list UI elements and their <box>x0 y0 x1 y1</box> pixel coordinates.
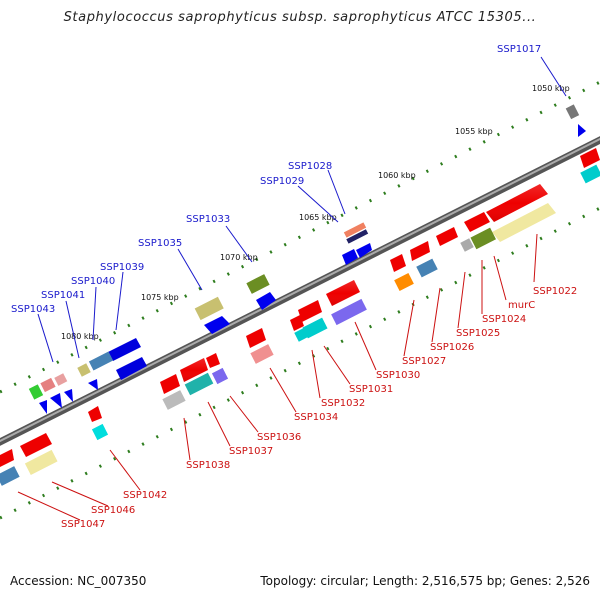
kbp-label-1060: 1060 kbp <box>378 171 416 180</box>
gene-ssp1026-b <box>436 227 458 246</box>
label-ssp1042[interactable]: SSP1042 <box>123 490 167 501</box>
reverse-leader-lines <box>17 233 538 521</box>
gene-ssp1036[interactable] <box>246 328 266 348</box>
gene-ssp1027-box <box>394 273 414 291</box>
label-ssp1035[interactable]: SSP1035 <box>138 238 182 249</box>
gene-ssp1038-arrow <box>160 374 180 394</box>
genome-backbone <box>0 136 600 446</box>
gene-shading <box>180 184 548 382</box>
gene-ssp1042[interactable] <box>88 406 102 422</box>
label-ssp1024[interactable]: SSP1024 <box>482 314 526 325</box>
gene-ssp1039[interactable] <box>108 338 141 361</box>
kbp-label-1080: 1080 kbp <box>61 332 99 341</box>
genome-summary-text: Topology: circular; Length: 2,516,575 bp… <box>260 574 590 588</box>
gene-ssp1039-b <box>116 357 147 380</box>
gene-ssp1046[interactable] <box>20 433 52 457</box>
label-ssp1032[interactable]: SSP1032 <box>321 398 365 409</box>
gene-ssp1037-box <box>184 372 214 396</box>
gene-ssp1037-box-2 <box>211 367 229 385</box>
gene-ssp1022[interactable] <box>580 148 600 168</box>
label-ssp1046[interactable]: SSP1046 <box>91 505 135 516</box>
gene-ssp1038-box[interactable] <box>162 390 186 410</box>
gene-ssp1027-b <box>390 254 406 272</box>
label-ssp1036[interactable]: SSP1036 <box>257 432 301 443</box>
gene-green-box <box>28 384 44 400</box>
label-ssp1017[interactable]: SSP1017 <box>497 44 541 55</box>
label-ssp1039[interactable]: SSP1039 <box>100 262 144 273</box>
label-ssp1022[interactable]: SSP1022 <box>533 286 577 297</box>
accession-text: Accession: NC_007350 <box>10 574 147 588</box>
gene-ssp1027[interactable] <box>410 241 430 261</box>
gene-ssp1028-box[interactable] <box>343 222 367 238</box>
gene-ssp1029-b <box>356 243 372 258</box>
gene-murc-b <box>492 203 556 242</box>
gene-ssp1029[interactable] <box>342 249 358 265</box>
forward-strand-genes <box>28 104 586 414</box>
map-title: Staphylococcus saprophyticus subsp. sapr… <box>63 10 537 25</box>
label-ssp1037[interactable]: SSP1037 <box>229 446 273 457</box>
gene-ssp1034-box[interactable] <box>294 328 308 342</box>
gene-ssp1043-arrow-3 <box>64 389 73 402</box>
label-murc[interactable]: murC <box>508 300 535 311</box>
kbp-label-1070: 1070 kbp <box>220 253 258 262</box>
gene-ssp1028-box-2 <box>346 229 369 244</box>
label-ssp1025[interactable]: SSP1025 <box>456 328 500 339</box>
gene-ssp1035-box[interactable] <box>194 296 224 321</box>
gene-ssp1024-box[interactable] <box>470 227 496 250</box>
outer-tick-track <box>0 80 600 394</box>
label-ssp1027[interactable]: SSP1027 <box>402 356 446 367</box>
inner-tick-track <box>0 206 600 520</box>
gene-ssp1047[interactable] <box>0 449 14 467</box>
gene-ssp1036-box <box>250 344 274 364</box>
kbp-label-1055: 1055 kbp <box>455 127 493 136</box>
label-ssp1040[interactable]: SSP1040 <box>71 276 115 287</box>
gene-ssp1046-box <box>24 449 58 476</box>
label-ssp1047[interactable]: SSP1047 <box>61 519 105 530</box>
gene-ssp1047-box <box>0 466 20 486</box>
label-ssp1038[interactable]: SSP1038 <box>186 460 230 471</box>
label-ssp1034[interactable]: SSP1034 <box>294 412 338 423</box>
gene-ssp1043-box[interactable] <box>40 377 56 393</box>
forward-leader-lines <box>37 56 567 363</box>
label-ssp1041[interactable]: SSP1041 <box>41 290 85 301</box>
gene-ssp1043-box-2 <box>54 373 68 386</box>
gene-ssp1041-arrow <box>88 379 98 390</box>
gene-ssp1017-marker <box>578 124 586 137</box>
kbp-label-1050: 1050 kbp <box>532 84 570 93</box>
kbp-label-1075: 1075 kbp <box>141 293 179 302</box>
gene-ssp1033-arrow <box>256 292 276 310</box>
gene-ssp1026[interactable] <box>464 212 490 232</box>
gene-ssp1042-box <box>91 423 109 441</box>
gene-ssp1026-box <box>416 258 438 278</box>
gene-ssp1037-b <box>206 353 220 368</box>
label-ssp1043[interactable]: SSP1043 <box>11 304 55 315</box>
label-ssp1030[interactable]: SSP1030 <box>376 370 420 381</box>
gene-ssp1035-arrow <box>204 316 230 334</box>
gene-ssp1032-box <box>302 317 328 339</box>
label-ssp1033[interactable]: SSP1033 <box>186 214 230 225</box>
gene-ssp1034-arrow <box>290 315 304 331</box>
gene-ssp1043-arrow-1 <box>39 400 47 414</box>
gene-ssp1031-box[interactable] <box>331 298 367 326</box>
gene-cyan-right <box>580 164 600 184</box>
label-ssp1029[interactable]: SSP1029 <box>260 176 304 187</box>
label-ssp1026[interactable]: SSP1026 <box>430 342 474 353</box>
label-ssp1028[interactable]: SSP1028 <box>288 161 332 172</box>
gene-ssp1025-box[interactable] <box>460 238 474 252</box>
gene-ssp1033-box[interactable] <box>246 274 270 294</box>
gene-ssp1017[interactable] <box>565 104 580 120</box>
gene-ssp1041-box[interactable] <box>77 363 91 377</box>
label-ssp1031[interactable]: SSP1031 <box>349 384 393 395</box>
gene-ssp1040-box[interactable] <box>88 351 114 371</box>
gene-ssp1043-arrow-2 <box>50 393 62 408</box>
kbp-label-1065: 1065 kbp <box>299 213 337 222</box>
gene-ssp1032[interactable] <box>298 300 322 322</box>
